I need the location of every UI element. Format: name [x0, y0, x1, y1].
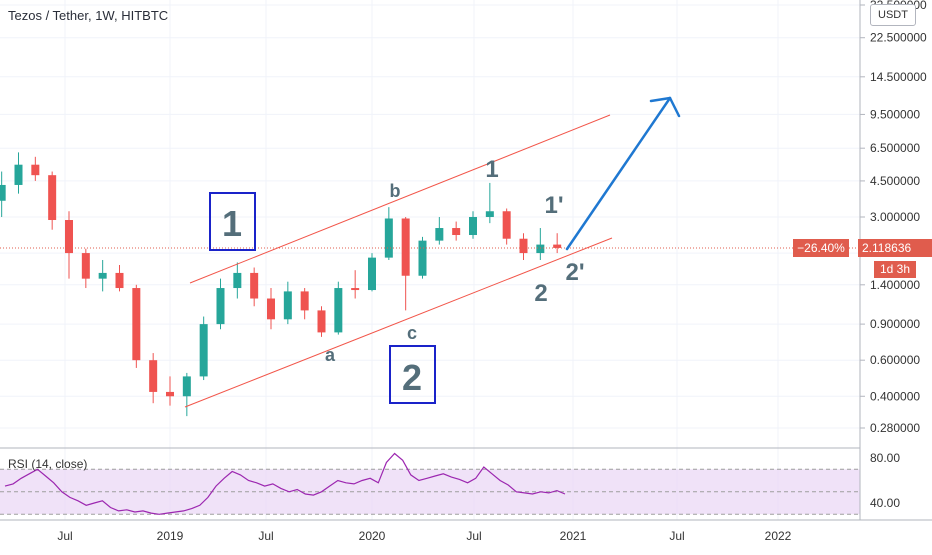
price-change-tag: −26.40% — [793, 239, 849, 257]
rsi-tick-label: 40.00 — [870, 496, 900, 510]
box-2-label: 2 — [402, 357, 422, 398]
annotations: 1 2 1 1' 2 2' a b c — [184, 96, 681, 408]
rsi-axis: 80.00 40.00 — [870, 451, 900, 510]
candle-body — [98, 272, 107, 279]
rsi-line — [4, 452, 566, 515]
candle-body — [418, 240, 427, 276]
wave-1-label: 1 — [485, 156, 498, 183]
candle-body — [0, 184, 6, 201]
wave-2-prime-label: 2' — [565, 259, 584, 286]
wave-1-prime-label: 1' — [544, 192, 563, 219]
price-axis: 32.50000022.50000014.5000009.5000006.500… — [860, 0, 927, 435]
price-tick-label: 3.000000 — [870, 210, 920, 224]
rsi-series — [4, 452, 566, 515]
projection-arrow-head — [649, 96, 681, 118]
candle-body — [48, 175, 57, 221]
wave-2-label: 2 — [534, 280, 547, 307]
candle-body — [502, 211, 511, 239]
rsi-label: RSI (14, close) — [8, 457, 88, 471]
candle-body — [452, 228, 461, 236]
wave-box-2 — [389, 345, 436, 404]
candle-body — [199, 324, 208, 377]
candlestick-series — [0, 152, 562, 417]
time-tick-label: Jul — [57, 529, 72, 543]
time-tick-label: Jul — [669, 529, 684, 543]
box-1-label: 1 — [222, 203, 242, 244]
candle-body — [485, 211, 494, 217]
rsi-band — [0, 468, 860, 515]
candle-body — [149, 360, 158, 392]
price-tick-label: 0.600000 — [870, 353, 920, 367]
price-tick-label: 9.500000 — [870, 107, 920, 121]
price-tick-label: 0.280000 — [870, 421, 920, 435]
candle-body — [31, 164, 40, 176]
time-tick-label: 2020 — [359, 529, 386, 543]
candle-body — [216, 288, 225, 325]
candle-body — [283, 291, 292, 320]
candle-body — [267, 298, 275, 320]
candle-body — [250, 272, 259, 299]
candle-body — [14, 164, 23, 185]
candle-body — [351, 288, 360, 291]
candle-body — [182, 376, 191, 397]
price-tick-label: 6.500000 — [870, 141, 920, 155]
channel-lower-line — [184, 237, 613, 408]
candle-body — [519, 238, 528, 254]
wave-box-1 — [209, 192, 256, 251]
candle-body — [81, 253, 90, 279]
candle-body — [115, 272, 124, 289]
rsi-tick-label: 80.00 — [870, 451, 900, 465]
candle-body — [401, 218, 410, 276]
candle-body — [536, 244, 545, 254]
price-tick-label: 0.900000 — [870, 317, 920, 331]
candle-body — [317, 310, 326, 333]
candle-body — [384, 218, 393, 258]
price-tick-label: 1.400000 — [870, 278, 920, 292]
candle-body — [65, 220, 73, 254]
time-axis: Jul 2019 Jul 2020 Jul 2021 Jul 2022 — [57, 529, 791, 543]
candle-body — [435, 228, 444, 241]
price-tick-label: 22.500000 — [870, 31, 927, 45]
candle-body — [132, 288, 141, 361]
chart-title: Tezos / Tether, 1W, HITBTC — [8, 8, 169, 23]
candle-body — [233, 272, 242, 289]
candle-body — [166, 391, 174, 397]
last-price-tag: 2.118636 — [858, 239, 932, 257]
price-tick-label: 4.500000 — [870, 174, 920, 188]
candle-body — [334, 288, 343, 333]
time-tick-label: 2021 — [560, 529, 587, 543]
projection-arrow-shaft — [565, 96, 672, 251]
time-tick-label: 2019 — [157, 529, 184, 543]
time-tick-label: Jul — [258, 529, 273, 543]
price-tick-label: 14.500000 — [870, 70, 927, 84]
wave-c-label: c — [407, 323, 417, 343]
wave-a-label: a — [325, 345, 336, 365]
candle-body — [368, 257, 376, 291]
time-tick-label: 2022 — [765, 529, 792, 543]
candle-body — [553, 244, 562, 248]
candle-body — [300, 291, 309, 311]
grid — [0, 0, 860, 520]
currency-badge[interactable]: USDT — [870, 4, 916, 26]
wave-b-label: b — [390, 181, 401, 201]
channel-upper-line — [189, 114, 611, 284]
candle-body — [469, 216, 477, 236]
price-tick-label: 0.400000 — [870, 389, 920, 403]
time-tick-label: Jul — [466, 529, 481, 543]
bar-countdown-tag: 1d 3h — [874, 261, 917, 278]
